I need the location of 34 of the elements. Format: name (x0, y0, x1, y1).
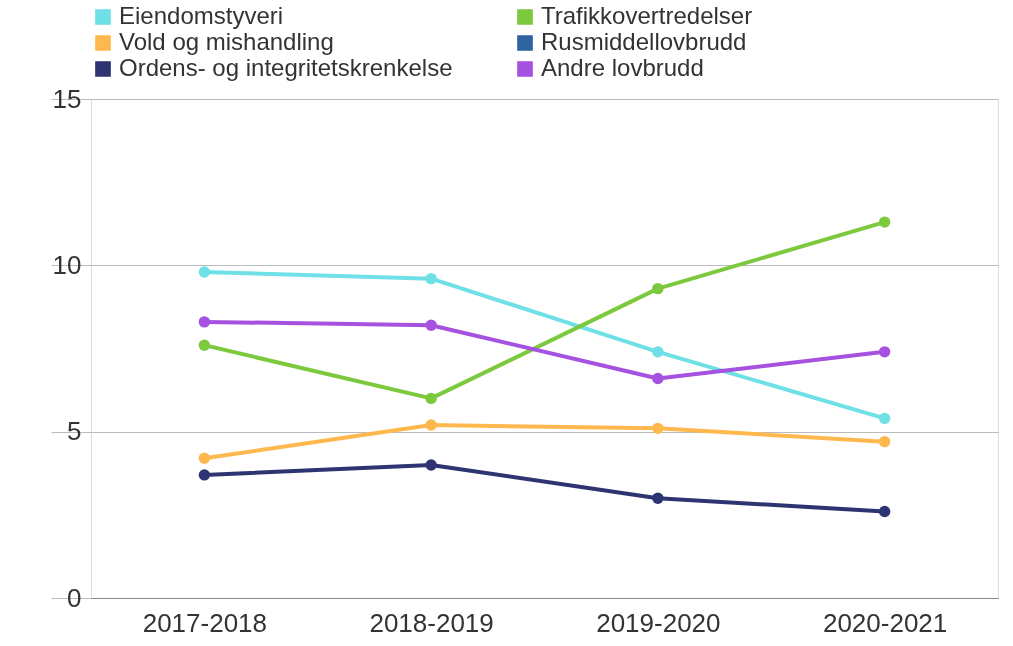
point (198, 469, 211, 481)
point (425, 272, 437, 285)
point (198, 452, 211, 464)
point (878, 505, 891, 518)
legend-label: Andre lovbrudd (541, 54, 704, 81)
y-tick-label: 15 (52, 83, 82, 114)
legend-label: Vold og mishandling (119, 28, 334, 55)
point (652, 422, 664, 435)
point (652, 346, 664, 358)
point (425, 319, 437, 331)
legend-label: Eiendomstyveri (119, 2, 284, 29)
legend-label: Rusmiddellovbrudd (541, 28, 747, 55)
x-tick-label: 2018-2019 (369, 607, 494, 638)
point (198, 266, 211, 278)
point (425, 419, 437, 431)
point (198, 316, 211, 328)
point (425, 392, 437, 405)
legend-label: Trafikkovertredelser (541, 2, 753, 29)
y-tick-label: 0 (67, 582, 82, 613)
point (878, 346, 891, 358)
x-tick-label: 2017-2018 (142, 607, 268, 638)
y-tick-label: 5 (67, 416, 82, 447)
x-tick-label: 2020-2021 (822, 607, 948, 638)
x-tick-label: 2019-2020 (596, 607, 721, 638)
point (878, 216, 891, 228)
point (652, 372, 664, 385)
y-tick-label: 10 (52, 249, 82, 280)
legend-label: Ordens- og integritetskrenkelse (119, 54, 453, 81)
point (652, 492, 664, 504)
point (425, 459, 437, 471)
point (652, 282, 664, 295)
point (878, 412, 891, 425)
point (198, 339, 211, 351)
point (878, 435, 891, 448)
